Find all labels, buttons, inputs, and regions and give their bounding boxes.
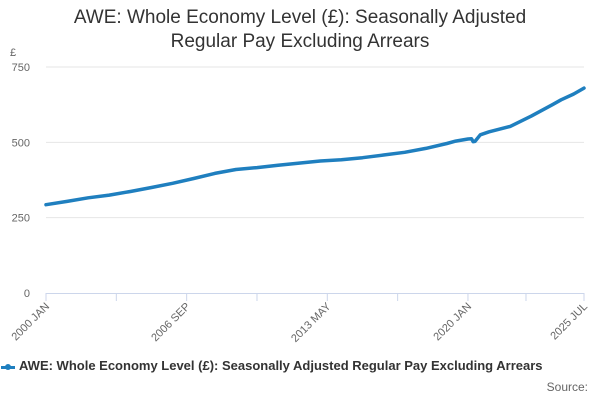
y-tick-label: 750	[12, 62, 30, 74]
x-tick-label: 2013 MAY	[289, 300, 334, 345]
y-tick-label: 500	[12, 137, 30, 149]
x-tick-label: 2025 JUL	[548, 301, 590, 343]
chart-title-line-2: Regular Pay Excluding Arrears	[170, 31, 430, 52]
y-tick-label: 250	[12, 213, 30, 225]
chart-title-line-1: AWE: Whole Economy Level (£): Seasonally…	[73, 7, 527, 28]
y-axis-label: £	[10, 47, 16, 59]
chart-title: AWE: Whole Economy Level (£): Seasonally…	[0, 6, 600, 54]
series-layer	[44, 86, 586, 207]
series-line[interactable]	[44, 86, 586, 207]
x-tick-label: 2006 SEP	[149, 301, 193, 345]
grid-layer	[46, 66, 584, 219]
legend[interactable]: AWE: Whole Economy Level (£): Seasonally…	[0, 357, 600, 377]
x-tick-label: 2000 JAN	[9, 301, 52, 344]
source-label: Source:	[546, 380, 588, 394]
legend-label: AWE: Whole Economy Level (£): Seasonally…	[19, 358, 543, 373]
legend-marker-icon	[5, 364, 11, 370]
x-tick-label: 2020 JAN	[431, 301, 474, 344]
y-tick-label: 0	[24, 288, 30, 300]
